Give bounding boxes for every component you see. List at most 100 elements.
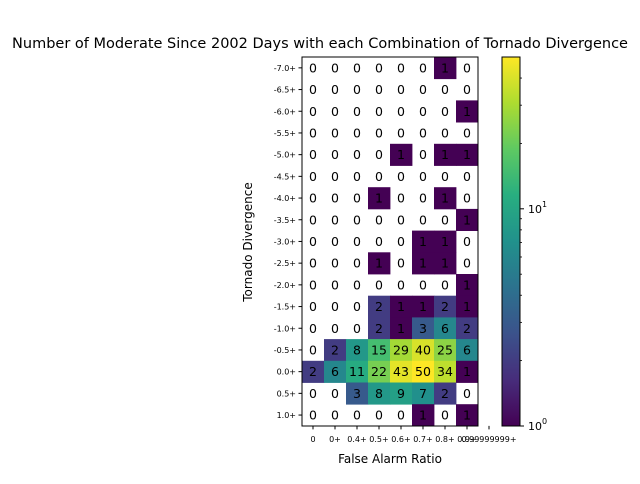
chart-title: Number of Moderate Since 2002 Days with …: [12, 36, 628, 52]
y-tick-label: -5.0+: [274, 151, 296, 160]
cell-value-label: 0: [309, 386, 317, 401]
cell-value-label: 0: [419, 147, 427, 162]
cell-value-label: 0: [441, 408, 449, 423]
heatmap-cell: [412, 404, 435, 427]
cell-value-label: 0: [463, 60, 471, 75]
cell-value-label: 1: [441, 256, 449, 271]
y-tick-label: -4.5+: [274, 172, 296, 181]
cell-value-label: 0: [353, 60, 361, 75]
colorbar-tick-label: 101: [528, 200, 547, 216]
cell-value-label: 43: [393, 364, 409, 379]
cell-value-label: 0: [419, 169, 427, 184]
cell-value-label: 0: [309, 256, 317, 271]
y-tick-label: -1.5+: [274, 303, 296, 312]
cell-value-label: 0: [353, 125, 361, 140]
cell-value-label: 0: [397, 191, 405, 206]
cell-value-label: 0: [419, 104, 427, 119]
heatmap-cell: [368, 360, 391, 383]
y-tick-label: -2.5+: [274, 259, 296, 268]
heatmap-cell: [412, 382, 435, 405]
heatmap-cell: [456, 143, 479, 166]
y-tick-label: -6.0+: [274, 107, 296, 116]
heatmap-cell: [390, 382, 413, 405]
cell-value-labels: 0 0 0 0 0 0 1 00 0 0 0 0 0 0 00 0 0 0 0 0 0 10 0 0 0 0 0 0 00 0 0 0 1 0 1 1…: [309, 60, 471, 422]
heatmap-cell: [434, 295, 457, 318]
cell-value-label: 0: [397, 234, 405, 249]
cell-value-label: 1: [397, 299, 405, 314]
cell-value-label: 1: [463, 408, 471, 423]
cell-value-label: 0: [375, 82, 383, 97]
cell-value-label: 40: [415, 342, 431, 357]
x-tick-label: 0.8+: [435, 435, 454, 444]
cell-value-label: 1: [419, 234, 427, 249]
cell-value-label: 0: [419, 191, 427, 206]
heatmap-cell: [412, 360, 435, 383]
cell-value-label: 1: [397, 147, 405, 162]
cell-value-label: 0: [331, 386, 339, 401]
cell-value-label: 0: [309, 212, 317, 227]
cell-value-label: 0: [353, 212, 361, 227]
cell-value-label: 1: [397, 321, 405, 336]
cell-value-label: 11: [349, 364, 365, 379]
y-tick-label: 0.5+: [277, 389, 296, 398]
cell-value-label: 0: [353, 104, 361, 119]
cell-value-label: 50: [415, 364, 431, 379]
cell-value-label: 15: [371, 342, 387, 357]
cell-value-label: 34: [437, 364, 453, 379]
cell-value-label: 0: [375, 277, 383, 292]
heatmap-cell: [368, 317, 391, 340]
colorbar-tick-label: 100: [528, 417, 547, 433]
heatmap-cell: [390, 295, 413, 318]
cell-value-label: 29: [393, 342, 409, 357]
cell-value-label: 6: [331, 364, 339, 379]
cell-value-label: 0: [353, 277, 361, 292]
cell-value-label: 0: [331, 234, 339, 249]
y-tick-label: 0.0+: [277, 368, 296, 377]
x-tick-label: 0.4+: [347, 435, 366, 444]
cell-value-label: 0: [353, 191, 361, 206]
heatmap-cell: [324, 360, 347, 383]
cell-value-label: 0: [353, 321, 361, 336]
y-tick-label: -0.5+: [274, 346, 296, 355]
x-tick-label: 0.7+: [413, 435, 432, 444]
heatmap-cell: [434, 187, 457, 210]
cell-value-label: 0: [331, 169, 339, 184]
cell-value-label: 0: [331, 299, 339, 314]
cell-value-label: 1: [375, 256, 383, 271]
cell-value-label: 0: [353, 82, 361, 97]
cell-value-label: 0: [441, 82, 449, 97]
cell-value-label: 0: [353, 169, 361, 184]
cell-value-label: 0: [419, 212, 427, 227]
cell-value-label: 0: [309, 169, 317, 184]
heatmap-cell: [434, 57, 457, 80]
cell-value-label: 1: [463, 299, 471, 314]
cell-value-label: 0: [419, 125, 427, 140]
heatmap-cell: [412, 230, 435, 253]
cell-value-label: 22: [371, 364, 387, 379]
cell-value-label: 0: [463, 234, 471, 249]
cell-value-label: 0: [463, 82, 471, 97]
cell-value-label: 0: [353, 408, 361, 423]
heatmap-cell: [434, 143, 457, 166]
heatmap-cell: [456, 100, 479, 123]
cell-value-label: 0: [441, 104, 449, 119]
cell-value-label: 0: [309, 234, 317, 249]
cell-value-label: 0: [331, 321, 339, 336]
cell-value-label: 1: [441, 191, 449, 206]
heatmap-cell: [412, 252, 435, 275]
cell-value-label: 0: [397, 125, 405, 140]
colorbar: [501, 56, 521, 427]
heatmap-cell: [346, 339, 369, 362]
cell-value-label: 0: [441, 277, 449, 292]
cell-value-label: 0: [397, 82, 405, 97]
cell-value-label: 0: [375, 408, 383, 423]
cell-value-label: 0: [309, 342, 317, 357]
heatmap-cell: [434, 317, 457, 340]
cell-value-label: 0: [353, 299, 361, 314]
heatmap-cell: [390, 339, 413, 362]
heatmap-cell: [368, 295, 391, 318]
cell-value-label: 0: [419, 82, 427, 97]
y-tick-label: -3.0+: [274, 237, 296, 246]
cell-value-label: 0: [397, 256, 405, 271]
heatmap-cell: [302, 360, 325, 383]
